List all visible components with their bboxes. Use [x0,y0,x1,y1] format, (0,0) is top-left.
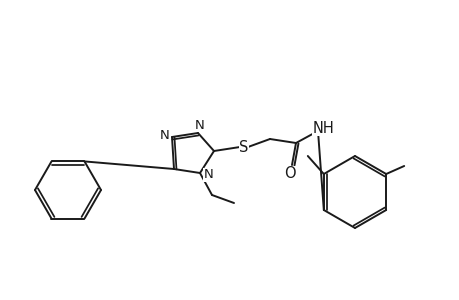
Text: NH: NH [313,121,334,136]
Text: O: O [284,167,295,182]
Text: S: S [239,140,248,154]
Text: N: N [195,118,204,131]
Text: N: N [204,169,213,182]
Text: N: N [160,128,169,142]
